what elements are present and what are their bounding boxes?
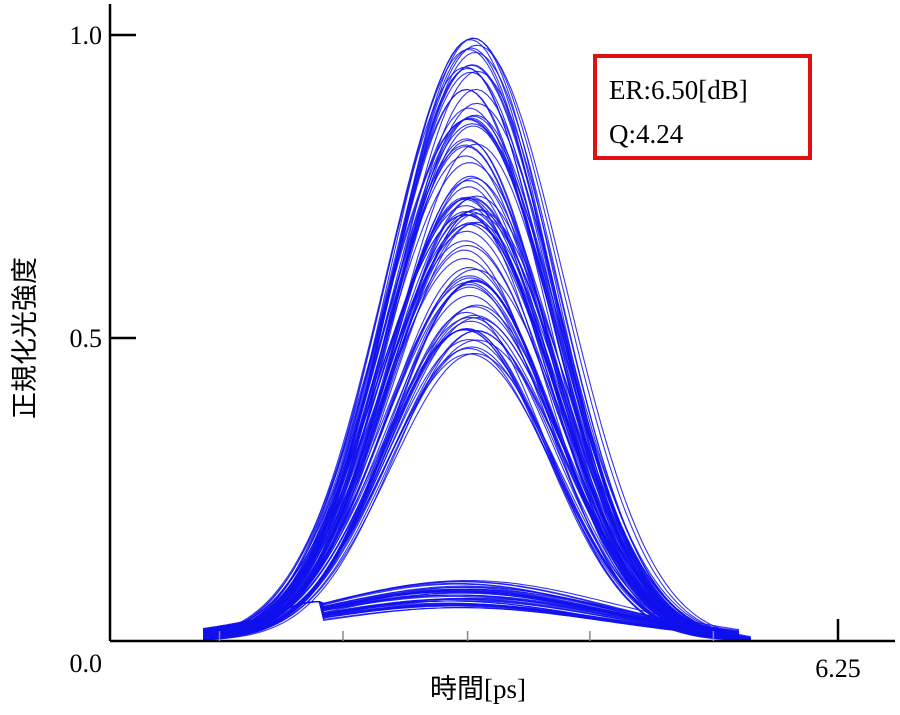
x-tick-label: 6.25 bbox=[815, 654, 861, 683]
x-axis-label-unit: [ps] bbox=[484, 674, 526, 704]
one-level-trace bbox=[203, 180, 751, 641]
one-level-trace bbox=[203, 198, 751, 641]
one-level-trace bbox=[203, 107, 751, 640]
annotation-er: ER:6.50[dB] bbox=[609, 75, 748, 105]
zero-level-trace bbox=[203, 600, 740, 636]
one-level-trace bbox=[203, 64, 751, 640]
trace-group bbox=[203, 37, 751, 642]
y-tick-label: 0.5 bbox=[70, 324, 103, 353]
one-level-trace bbox=[203, 222, 751, 640]
one-level-trace bbox=[203, 139, 751, 641]
one-level-trace bbox=[203, 88, 751, 641]
one-level-trace bbox=[203, 275, 751, 641]
y-tick-label: 0.0 bbox=[70, 649, 103, 678]
one-level-trace bbox=[203, 230, 751, 640]
one-level-trace bbox=[203, 197, 751, 641]
annotation-box: ER:6.50[dB] Q:4.24 bbox=[593, 54, 812, 160]
one-level-trace bbox=[203, 277, 751, 641]
one-level-trace bbox=[203, 267, 751, 641]
one-level-trace bbox=[203, 114, 751, 640]
one-level-trace bbox=[203, 117, 751, 640]
one-level-trace bbox=[203, 88, 751, 641]
annotation-border bbox=[593, 54, 812, 160]
one-level-trace bbox=[203, 205, 751, 640]
y-tick-label: 1.0 bbox=[70, 21, 103, 50]
x-ticks: 6.25 bbox=[218, 619, 861, 683]
one-level-trace bbox=[203, 51, 751, 640]
one-level-trace bbox=[203, 197, 751, 640]
one-level-trace bbox=[203, 88, 751, 640]
one-level-trace bbox=[203, 244, 751, 640]
one-level-trace bbox=[203, 115, 751, 640]
axes bbox=[108, 4, 895, 643]
one-level-trace bbox=[203, 198, 751, 641]
one-level-trace bbox=[203, 214, 751, 640]
annotation-q: Q:4.24 bbox=[609, 119, 684, 149]
one-level-trace bbox=[203, 145, 751, 641]
one-level-trace bbox=[203, 118, 751, 639]
one-level-trace bbox=[203, 208, 751, 639]
x-axis-label: 時間[ps] bbox=[430, 674, 526, 705]
one-level-trace bbox=[203, 210, 751, 641]
one-level-trace bbox=[203, 209, 751, 640]
one-level-trace bbox=[203, 304, 751, 640]
one-level-trace bbox=[203, 123, 751, 638]
one-level-trace bbox=[203, 177, 751, 640]
one-level-trace bbox=[203, 175, 751, 641]
one-level-trace bbox=[203, 211, 751, 641]
one-level-trace bbox=[203, 221, 751, 640]
one-level-trace bbox=[203, 144, 751, 641]
y-ticks: 0.0 0.5 1.0 bbox=[70, 21, 136, 678]
y-axis-label: 正規化光強度 bbox=[10, 257, 41, 419]
one-level-trace bbox=[203, 213, 751, 639]
x-axis-label-main: 時間 bbox=[430, 674, 484, 705]
one-level-trace bbox=[203, 118, 751, 639]
one-level-trace bbox=[203, 155, 751, 641]
